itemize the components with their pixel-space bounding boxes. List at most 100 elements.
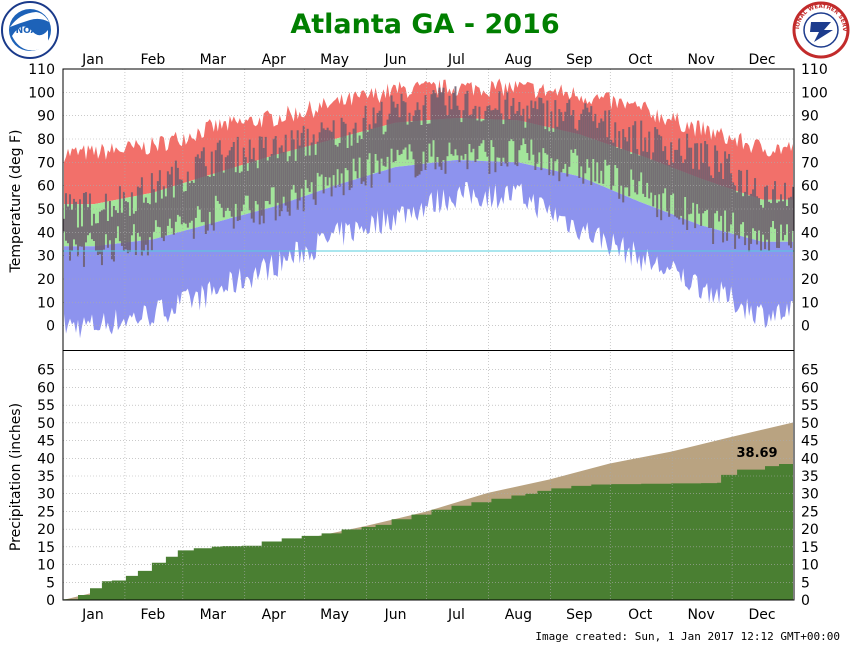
actual-temp-bar	[486, 106, 489, 157]
actual-temp-bar	[516, 111, 519, 167]
temperature-tick-left: 30	[37, 249, 55, 265]
actual-temp-bar	[310, 142, 313, 183]
precipitation-tick-right: 15	[801, 540, 819, 556]
precipitation-tick-left: 40	[37, 451, 55, 467]
actual-temp-bar	[532, 108, 535, 155]
actual-temp-bar	[484, 110, 487, 152]
actual-temp-bar	[460, 122, 463, 156]
actual-temp-bar	[336, 146, 339, 170]
actual-temp-bar	[504, 99, 507, 164]
month-label-bottom: Oct	[628, 607, 653, 623]
temperature-tick-right: 10	[801, 295, 819, 311]
actual-temp-bar	[130, 192, 133, 236]
actual-temp-bar	[404, 102, 407, 148]
actual-temp-bar	[212, 176, 215, 231]
actual-temp-bar	[422, 105, 425, 152]
actual-temp-bar	[63, 218, 65, 232]
actual-temp-bar	[350, 145, 353, 188]
actual-temp-bar	[688, 147, 691, 215]
actual-temp-bar	[748, 195, 751, 252]
precipitation-tick-left: 35	[37, 469, 55, 485]
temperature-tick-right: 110	[801, 62, 828, 78]
temperature-tick-left: 110	[28, 62, 55, 78]
actual-temp-bar	[528, 118, 531, 161]
month-label-bottom: Nov	[687, 607, 714, 623]
actual-temp-bar	[784, 182, 787, 235]
actual-temp-bar	[724, 151, 727, 211]
actual-temp-bar	[65, 193, 67, 241]
actual-temp-bar	[334, 144, 337, 188]
actual-temp-bar	[390, 95, 393, 149]
actual-temp-bar	[470, 114, 473, 153]
actual-temp-bar	[628, 127, 631, 197]
actual-temp-bar	[510, 105, 513, 140]
actual-temp-bar	[514, 113, 517, 165]
month-label-bottom: Jun	[384, 607, 407, 623]
actual-temp-bar	[758, 198, 761, 231]
actual-temp-bar	[136, 186, 139, 233]
actual-temp-bar	[598, 122, 601, 184]
actual-temp-bar	[74, 201, 77, 245]
precipitation-tick-left: 15	[37, 540, 55, 556]
actual-temp-bar	[356, 142, 359, 179]
actual-temp-bar	[80, 226, 83, 247]
actual-temp-bar	[522, 108, 525, 139]
temperature-tick-right: 30	[801, 249, 819, 265]
precipitation-tick-left: 60	[37, 380, 55, 396]
actual-temp-bar	[626, 141, 629, 188]
actual-temp-bar	[174, 160, 177, 222]
actual-temp-bar	[602, 121, 605, 184]
precipitation-tick-left: 45	[37, 434, 55, 450]
actual-temp-bar	[254, 160, 257, 201]
actual-temp-bar	[304, 155, 307, 180]
precipitation-tick-right: 20	[801, 522, 819, 538]
temperature-tick-right: 50	[801, 202, 819, 218]
month-label-top: Mar	[200, 52, 227, 68]
actual-temp-bar	[380, 101, 383, 159]
actual-temp-bar	[498, 91, 501, 158]
actual-temp-bar	[574, 128, 577, 149]
temperature-tick-left: 50	[37, 202, 55, 218]
precipitation-axis-label: Precipitation (inches)	[8, 403, 24, 551]
actual-temp-bar	[182, 191, 185, 223]
temperature-tick-right: 70	[801, 155, 819, 171]
actual-temp-bar	[458, 110, 461, 163]
actual-temp-bar	[782, 201, 785, 241]
actual-temp-bar	[568, 99, 571, 167]
actual-temp-bar	[220, 154, 223, 208]
actual-temp-bar	[200, 151, 203, 223]
actual-temp-bar	[138, 187, 141, 237]
actual-temp-bar	[424, 95, 427, 170]
actual-temp-bar	[274, 136, 277, 221]
actual-temp-bar	[672, 162, 675, 194]
actual-temp-bar	[584, 103, 587, 174]
actual-temp-bar	[494, 108, 497, 173]
actual-temp-bar	[434, 93, 437, 170]
actual-temp-bar	[560, 112, 563, 173]
record-high-area	[64, 78, 793, 205]
actual-temp-bar	[386, 119, 389, 157]
actual-temp-bar	[276, 158, 279, 203]
actual-temp-bar	[714, 145, 717, 214]
actual-temp-bar	[614, 122, 617, 165]
actual-temp-bar	[788, 197, 791, 246]
actual-temp-bar	[750, 193, 753, 244]
actual-temp-bar	[696, 143, 699, 205]
actual-temp-bar	[508, 119, 511, 142]
actual-temp-bar	[192, 182, 195, 239]
precipitation-tick-right: 30	[801, 487, 819, 503]
actual-temp-bar	[618, 131, 621, 199]
actual-temp-bar	[736, 192, 739, 236]
actual-temp-bar	[66, 206, 69, 244]
actual-temp-bar	[90, 225, 93, 240]
actual-temp-bar	[170, 166, 173, 229]
actual-temp-bar	[306, 128, 309, 189]
actual-temp-bar	[142, 202, 145, 252]
actual-temp-bar	[346, 148, 349, 171]
actual-temp-bar	[400, 93, 403, 154]
precipitation-tick-right: 10	[801, 558, 819, 574]
actual-temp-bar	[612, 142, 615, 186]
actual-temp-bar	[72, 198, 75, 240]
actual-temp-bar	[118, 186, 121, 242]
